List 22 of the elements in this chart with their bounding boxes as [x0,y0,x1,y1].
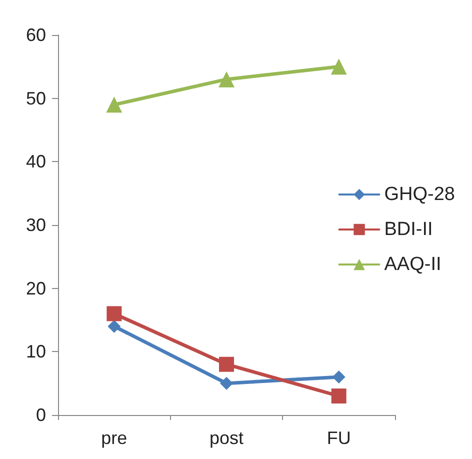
y-tick-label: 50 [26,88,46,108]
point [108,320,121,333]
y-tick-label: 10 [26,342,46,362]
point [332,370,346,384]
x-tick-label: pre [101,428,128,448]
y-tick-label: 60 [26,25,46,45]
x-tick-label: FU [326,428,351,448]
point [331,388,346,404]
point [330,58,347,75]
y-tick-label: 30 [26,215,46,235]
point [218,71,234,88]
y-tick-label: 0 [36,405,46,425]
point [106,96,122,113]
x-tick-label: post [209,428,244,448]
y-tick-label: 40 [26,152,46,172]
legend-label: GHQ-28 [384,184,456,205]
point [220,376,233,390]
point [219,356,234,372]
legend-label: AAQ-II [384,254,442,275]
y-tick-label: 20 [26,278,46,298]
legend-label: BDI-II [384,219,433,240]
point [106,306,122,322]
